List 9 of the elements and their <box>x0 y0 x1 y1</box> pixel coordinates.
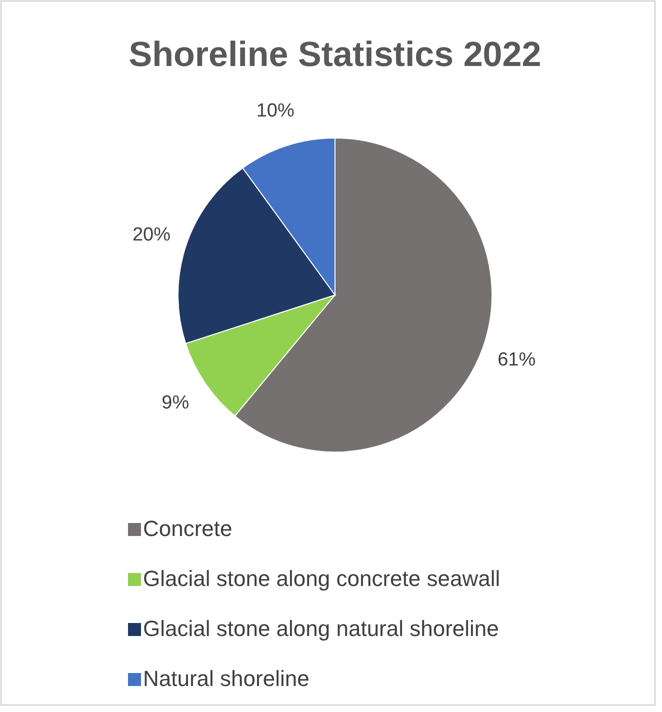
legend-label: Glacial stone along natural shoreline <box>143 616 499 641</box>
data-label: 61% <box>498 349 536 370</box>
data-label: 20% <box>132 224 171 246</box>
legend-label: Glacial stone along concrete seawall <box>143 566 500 591</box>
legend-label: Concrete <box>143 516 232 541</box>
legend-label: Natural shoreline <box>143 666 310 691</box>
data-label: 10% <box>256 100 294 122</box>
chart-title: Shoreline Statistics 2022 <box>128 35 542 74</box>
data-label: 9% <box>162 392 190 414</box>
